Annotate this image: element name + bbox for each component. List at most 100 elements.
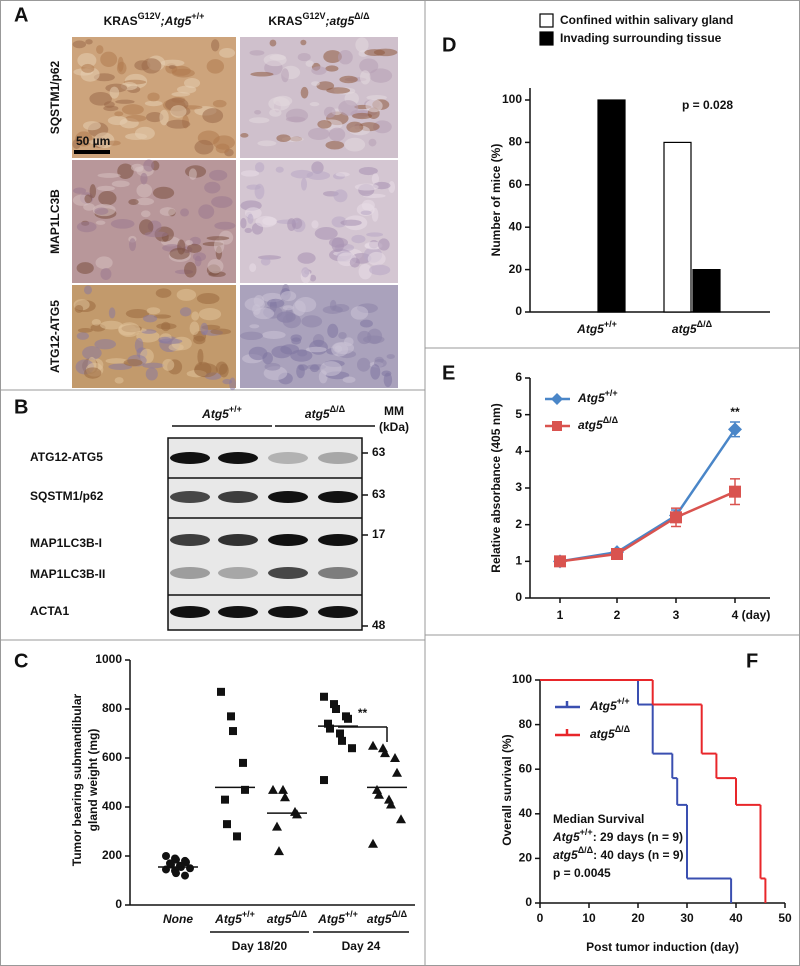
tissue-texture: [83, 367, 102, 379]
legend-label: atg5Δ/Δ: [578, 415, 619, 432]
tissue-texture: [316, 81, 335, 91]
tissue-texture: [325, 140, 345, 150]
y-tick-label: 80: [519, 717, 533, 731]
superscript: Δ/Δ: [292, 909, 308, 919]
tissue-texture: [280, 290, 297, 302]
annotation: **: [730, 405, 740, 419]
data-point: [368, 838, 378, 848]
tissue-texture: [300, 39, 307, 46]
tissue-texture: [194, 363, 218, 378]
tissue-texture: [338, 100, 359, 116]
tissue-texture: [110, 218, 135, 229]
tissue-texture: [100, 268, 112, 281]
tissue-texture: [373, 48, 398, 57]
bar: [597, 99, 626, 313]
tissue-texture: [111, 180, 130, 188]
data-point: [670, 511, 682, 524]
label-part: Atg5: [552, 830, 580, 844]
blot-band: [218, 534, 258, 546]
tissue-texture: [84, 194, 93, 204]
tissue-texture: [291, 337, 302, 345]
data-point: [338, 736, 346, 745]
y-tick-label: 20: [509, 262, 523, 276]
tissue-texture: [249, 117, 270, 124]
tissue-texture: [187, 243, 202, 254]
tissue-texture: [196, 292, 220, 305]
tissue-texture: [222, 378, 233, 385]
tissue-texture: [76, 221, 97, 233]
label-part: : 40 days (n = 9): [593, 848, 683, 862]
tissue-texture: [366, 94, 387, 101]
superscript: +/+: [191, 11, 204, 21]
tissue-texture: [317, 119, 332, 129]
tissue-texture: [125, 114, 147, 122]
tissue-texture: [77, 52, 97, 68]
tissue-texture: [159, 207, 176, 216]
x-tick-label: 1: [557, 608, 564, 622]
group-label: Day 24: [342, 939, 381, 953]
tissue-texture: [358, 166, 378, 176]
label-part: ;Atg5: [161, 14, 192, 28]
tissue-texture: [207, 259, 224, 274]
tissue-texture: [198, 204, 215, 219]
note: Median Survival: [553, 812, 644, 826]
tissue-texture: [368, 138, 377, 147]
tissue-texture: [139, 219, 154, 236]
panel-letter: B: [14, 396, 28, 418]
tissue-texture: [280, 344, 300, 355]
y-tick-label: 6: [515, 370, 522, 384]
data-point: [324, 719, 332, 728]
label-part: Atg5: [214, 912, 242, 926]
tissue-texture: [146, 111, 164, 123]
blot-band: [268, 534, 308, 546]
blot: [167, 437, 363, 631]
tissue-texture: [309, 101, 320, 107]
tissue-texture: [72, 40, 87, 49]
tissue-texture: [366, 232, 384, 237]
tissue-texture: [96, 45, 104, 54]
note: atg5Δ/Δ: 40 days (n = 9): [553, 845, 684, 862]
data-point: [392, 767, 402, 777]
scale-bar-label: 50 µm: [76, 134, 110, 148]
tissue-texture: [97, 185, 115, 191]
superscript: Δ/Δ: [697, 319, 713, 329]
bar: [663, 141, 692, 313]
tissue-texture: [77, 328, 93, 333]
data-point: [332, 705, 340, 713]
y-tick-label: 80: [509, 135, 523, 149]
x-axis-label: Post tumor induction (day): [586, 940, 739, 954]
panel-letter: C: [14, 650, 28, 672]
tissue-texture: [381, 370, 392, 377]
tissue-texture: [145, 367, 158, 381]
tissue-texture: [135, 197, 155, 206]
tissue-texture: [240, 331, 264, 341]
y-tick-label: 600: [102, 750, 122, 764]
tissue-texture: [142, 362, 165, 369]
tissue-texture: [301, 267, 310, 278]
data-point: [611, 548, 623, 560]
x-tick-label: atg5Δ/Δ: [367, 909, 408, 926]
data-point: [330, 700, 338, 709]
y-tick-label: 0: [515, 590, 522, 604]
tissue-texture: [240, 133, 249, 138]
tissue-texture: [140, 172, 148, 185]
tissue-texture: [328, 127, 346, 142]
tissue-texture: [121, 104, 144, 115]
tissue-texture: [262, 352, 273, 365]
tissue-texture: [264, 362, 281, 371]
data-point: [728, 422, 742, 437]
marker-label: 63: [372, 445, 386, 459]
data-point: [729, 485, 741, 498]
tissue-texture: [306, 171, 331, 180]
superscript: G12V: [302, 11, 325, 21]
panel-letter: A: [14, 4, 28, 26]
tissue-texture: [337, 50, 353, 65]
bar: [692, 269, 721, 313]
panel-letter: D: [442, 34, 456, 56]
superscript: +/+: [345, 909, 358, 919]
tissue-texture: [249, 263, 257, 272]
tissue-texture: [215, 143, 230, 154]
tissue-texture: [100, 51, 118, 68]
x-tick-label: 10: [582, 911, 596, 925]
blot-band: [268, 606, 308, 618]
